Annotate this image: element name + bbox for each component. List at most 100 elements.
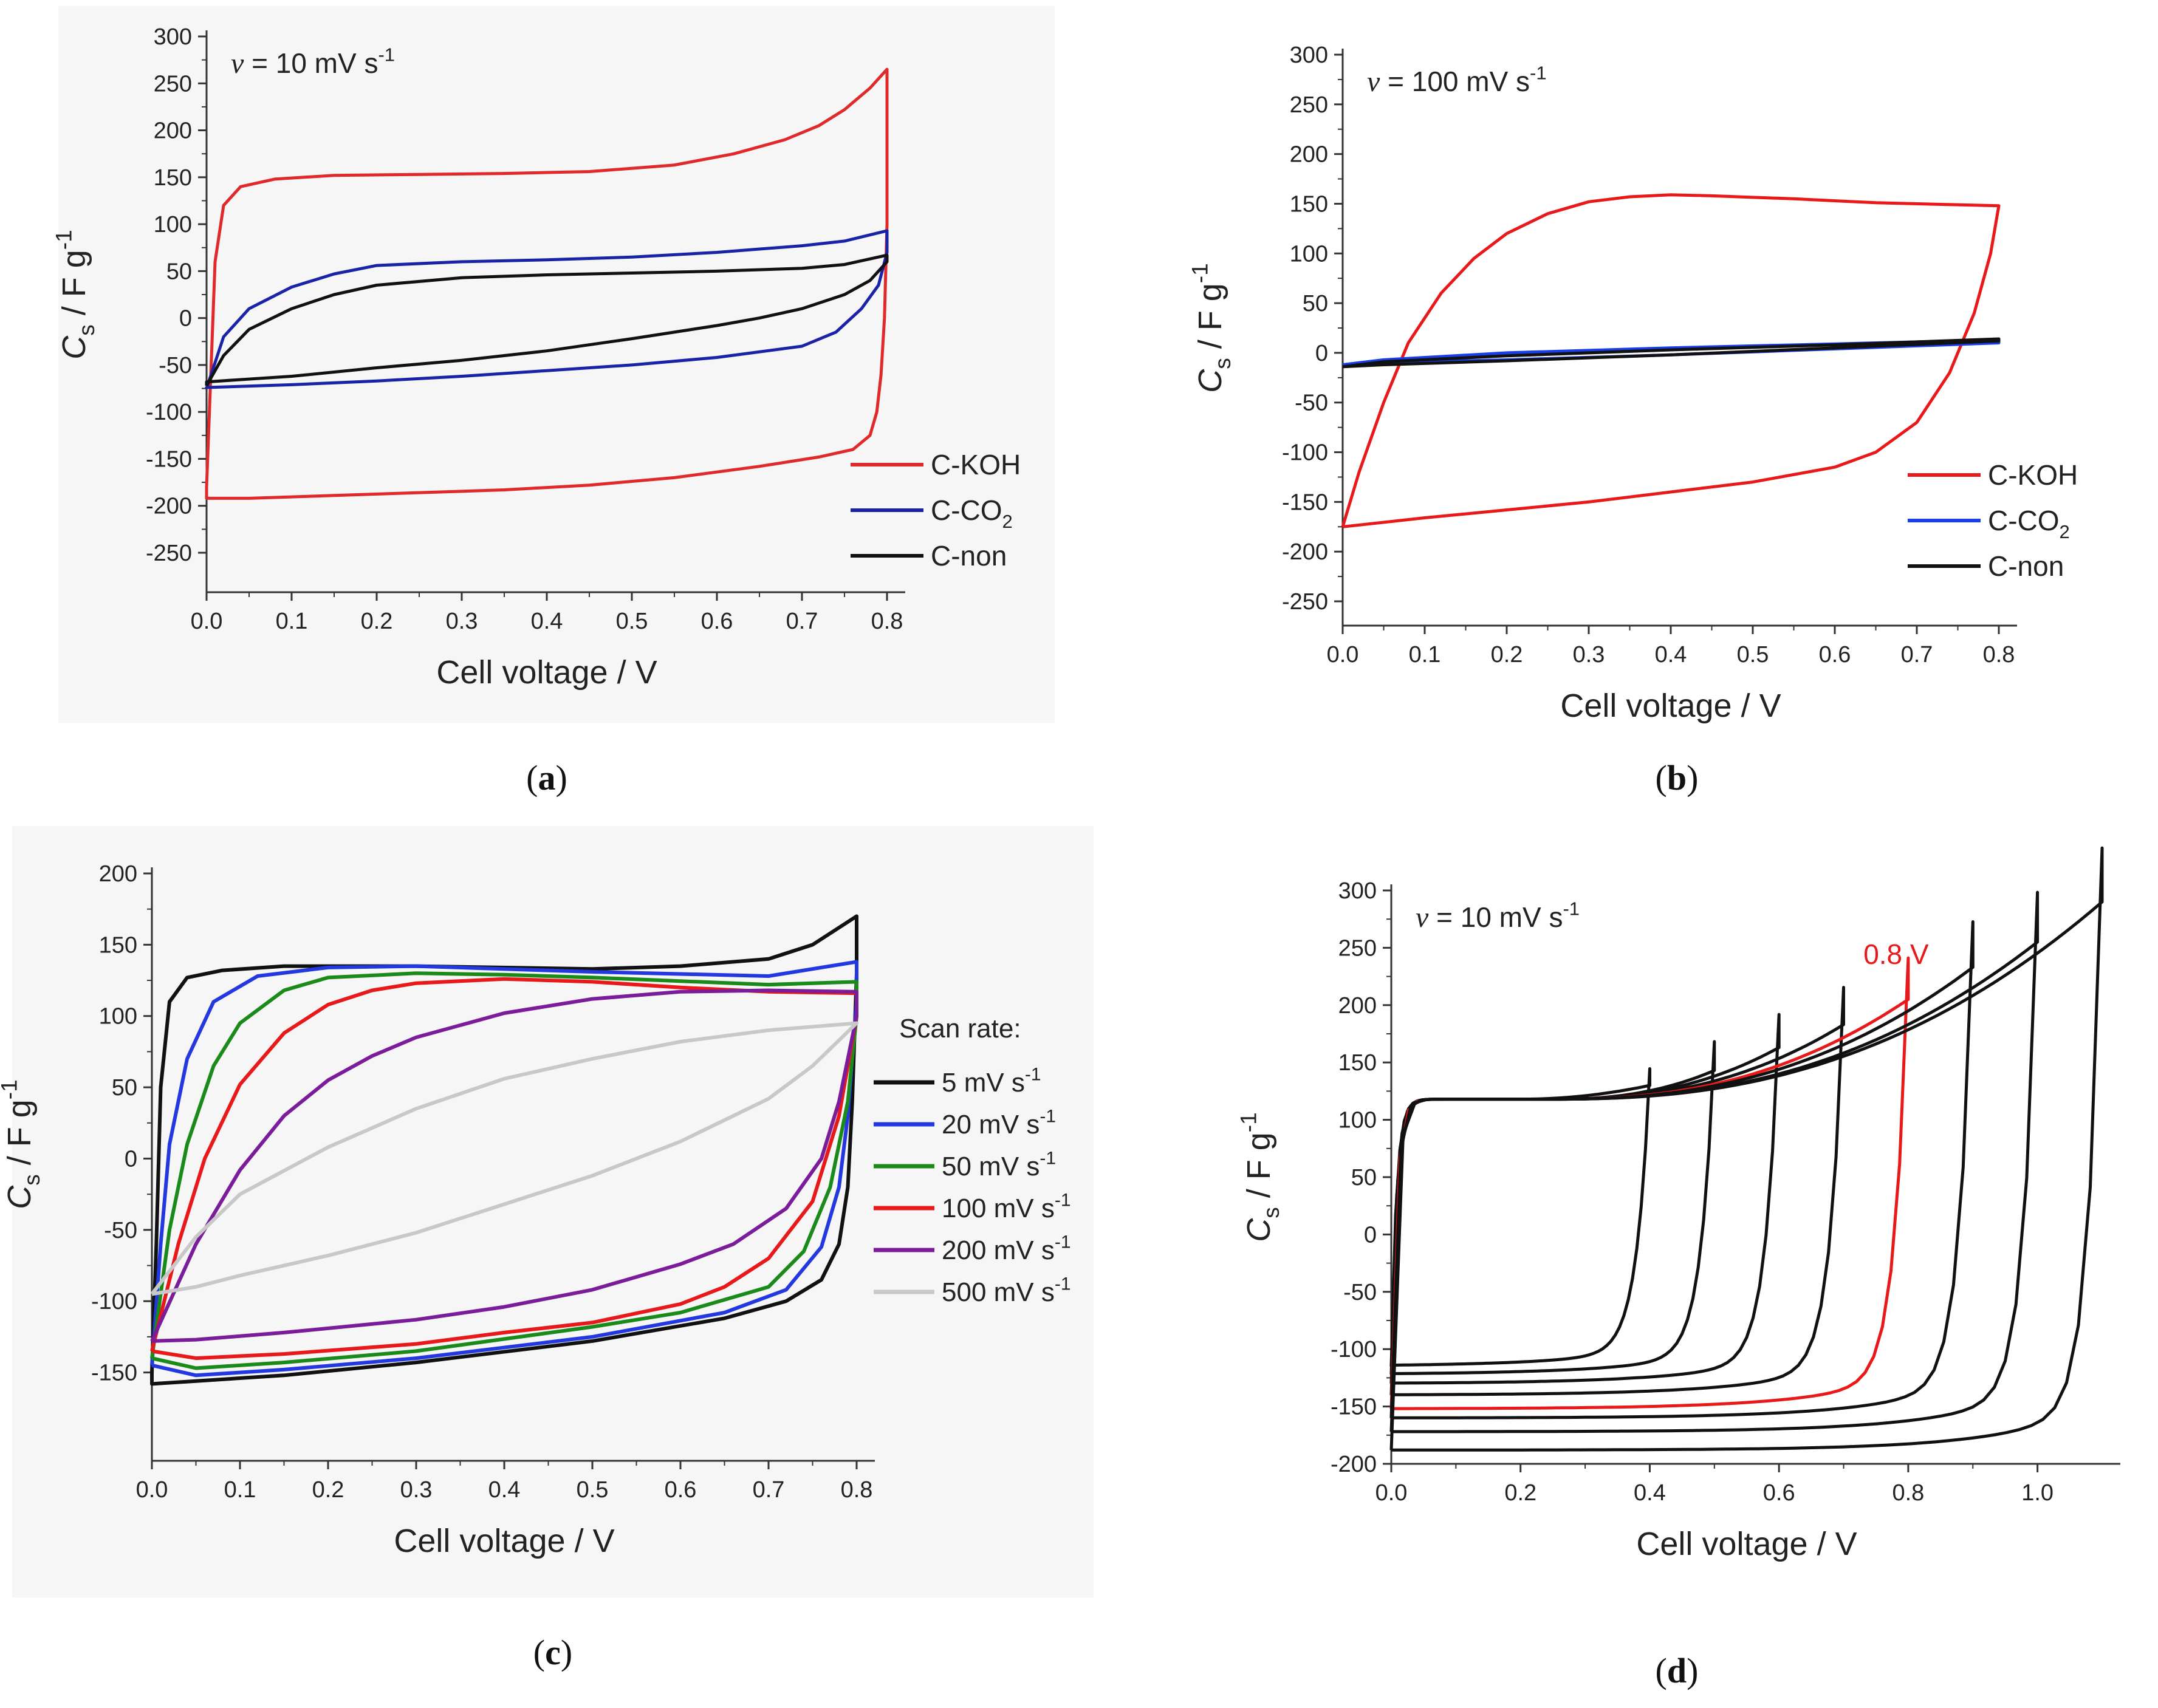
y-tick-label: 150 [99, 932, 137, 958]
y-tick-label: 300 [1290, 43, 1328, 68]
x-tick-label: 0.7 [786, 609, 818, 634]
y-tick-label: -50 [159, 353, 192, 378]
y-tick-label: 50 [1351, 1165, 1377, 1190]
y-tick-label: 150 [154, 165, 192, 191]
x-tick-label: 1.0 [2021, 1480, 2054, 1506]
panel-b: -250 -200 -150 -100 -50 0 50 100 150 200 250 300 0.0… [1187, 43, 2078, 798]
series-line [1341, 193, 2001, 528]
y-tick-label: 50 [112, 1075, 137, 1101]
x-tick-label: 0.5 [616, 609, 648, 634]
x-tick-label: 0.7 [753, 1477, 785, 1503]
y-tick-label: 250 [1338, 935, 1377, 961]
y-tick-label: 0 [179, 306, 192, 332]
y-tick-label: -250 [146, 541, 192, 566]
legend-entry: C-CO2 [931, 494, 1013, 532]
legend-entry: C-non [1988, 550, 2064, 582]
x-tick-label: 0.4 [1634, 1480, 1666, 1506]
y-tick-label: -200 [1282, 539, 1328, 565]
legend-entry: 500 mV s-1 [942, 1274, 1071, 1307]
legend-entry: 20 mV s-1 [942, 1107, 1056, 1139]
y-tick-label: -100 [146, 400, 192, 425]
legend-entry: 100 mV s-1 [942, 1190, 1071, 1223]
series-line [205, 253, 889, 387]
y-tick-label: 0 [1364, 1222, 1377, 1248]
x-axis-label: Cell voltage / V [436, 654, 657, 691]
x-tick-label: 0.4 [1655, 642, 1687, 668]
y-tick-label: -50 [104, 1218, 137, 1243]
y-tick-label: 0 [1315, 341, 1328, 366]
y-tick-label: 100 [1338, 1108, 1377, 1133]
series-line [150, 914, 858, 1386]
y-tick-label: -200 [1331, 1452, 1377, 1477]
x-axis-label: Cell voltage / V [1560, 688, 1781, 724]
series-line [150, 1021, 858, 1296]
legend-title: Scan rate: [899, 1014, 1021, 1044]
panel-d: -200 -150 -100 -50 0 50 100 150 200 250 300 0.0 0.2 0… [1236, 846, 2120, 1690]
y-axis-label: Cs / F g-1 [1187, 263, 1235, 392]
cv-loop-0.4V [1389, 1067, 1651, 1367]
y-tick-label: 200 [1290, 142, 1328, 168]
legend-entry: 50 mV s-1 [942, 1149, 1056, 1181]
legend-entry: 5 mV s-1 [942, 1065, 1041, 1098]
scan-rate-annotation: ν = 10 mV s-1 [231, 44, 395, 80]
y-tick-label: -150 [146, 446, 192, 472]
y-tick-label: 150 [1290, 191, 1328, 217]
cv-loop-1.1V [1389, 846, 2104, 1452]
y-tick-label: -100 [1282, 440, 1328, 466]
x-tick-label: 0.3 [400, 1477, 433, 1503]
highlight-label: 0.8 V [1863, 938, 1929, 970]
panel-c: -150 -100 -50 0 50 100 150 200 0.0 0.1 0.2 0.3 0.4 0.… [0, 861, 1071, 1672]
x-tick-label: 0.8 [841, 1477, 873, 1503]
series-line [205, 67, 889, 500]
series-line [205, 229, 889, 389]
cv-loop-0.9V [1389, 920, 1975, 1419]
scan-rate-annotation: ν = 100 mV s-1 [1367, 63, 1547, 98]
y-tick-label: 200 [1338, 993, 1377, 1019]
panel-caption: (c) [533, 1633, 572, 1672]
x-tick-label: 0.1 [224, 1477, 256, 1503]
y-tick-label: 200 [99, 861, 137, 887]
x-tick-label: 0.6 [1819, 642, 1851, 668]
y-axis-label: Cs / F g-1 [1236, 1112, 1284, 1242]
x-tick-label: 0.0 [136, 1477, 168, 1503]
legend-entry: C-KOH [931, 449, 1021, 480]
y-axis-label: Cs / F g-1 [51, 230, 99, 359]
x-tick-label: 0.3 [446, 609, 478, 634]
x-tick-label: 0.3 [1573, 642, 1605, 668]
x-tick-label: 0.2 [361, 609, 393, 634]
x-tick-label: 0.1 [1409, 642, 1441, 668]
x-tick-label: 0.5 [577, 1477, 609, 1503]
x-tick-label: 0.4 [531, 609, 563, 634]
y-tick-label: -50 [1295, 391, 1328, 416]
y-axis-label: Cs / F g-1 [0, 1079, 44, 1209]
series-line [1342, 337, 2001, 369]
scan-rate-annotation: ν = 10 mV s-1 [1416, 898, 1580, 934]
y-tick-label: 50 [1303, 291, 1328, 316]
x-tick-label: 0.7 [1901, 642, 1933, 668]
panel-caption: (b) [1656, 758, 1699, 798]
x-tick-label: 0.0 [1375, 1480, 1408, 1506]
series-line [150, 971, 858, 1370]
x-tick-label: 0.4 [488, 1477, 521, 1503]
x-tick-label: 0.1 [276, 609, 308, 634]
y-tick-label: 100 [1290, 241, 1328, 267]
x-axis-label: Cell voltage / V [394, 1523, 614, 1559]
x-tick-label: 0.5 [1737, 642, 1769, 668]
x-tick-label: 0.6 [701, 609, 733, 634]
panel-a-background [58, 6, 1055, 723]
y-tick-label: 300 [154, 24, 192, 50]
y-tick-label: -100 [91, 1289, 137, 1314]
y-tick-label: 150 [1338, 1050, 1377, 1076]
series-line [150, 988, 858, 1343]
y-tick-label: 300 [1338, 878, 1377, 904]
x-tick-label: 0.8 [1892, 1480, 1924, 1506]
y-tick-label: -50 [1343, 1280, 1377, 1305]
y-tick-label: -150 [1282, 490, 1328, 515]
x-tick-label: 0.8 [871, 609, 903, 634]
x-tick-label: 0.6 [665, 1477, 697, 1503]
x-tick-label: 0.2 [1491, 642, 1523, 668]
panel-caption: (d) [1656, 1651, 1699, 1690]
panel-a: -250 -200 -150 -100 -50 0 50 100 150 200 250 300 0.0… [51, 24, 1021, 798]
y-tick-label: -200 [146, 494, 192, 519]
